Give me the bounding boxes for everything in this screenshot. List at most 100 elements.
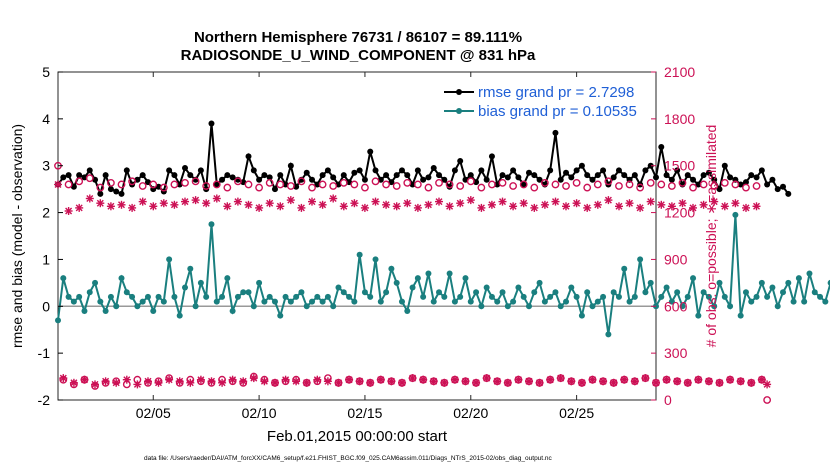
data-point [213, 181, 220, 188]
asterisk-stroke [229, 376, 237, 384]
data-point [436, 172, 443, 179]
data-point [563, 298, 570, 305]
assimilated-obs-marker [710, 197, 719, 206]
asterisk-stroke [398, 379, 406, 387]
assimilated-obs-marker [535, 378, 544, 387]
legend-marker [456, 89, 462, 95]
data-point [780, 183, 787, 190]
data-point [483, 176, 490, 183]
possible-obs-marker [191, 177, 200, 186]
possible-obs-marker [128, 177, 136, 186]
assimilated-obs-marker [329, 194, 338, 203]
data-point [219, 176, 226, 183]
data-point [727, 174, 734, 181]
assimilated-obs-marker [223, 202, 232, 211]
data-point [314, 181, 321, 188]
possible-obs-marker [138, 182, 147, 190]
data-point [65, 172, 72, 179]
y-tick-label: 4 [42, 111, 50, 127]
asterisk-stroke [70, 379, 78, 387]
data-point [129, 293, 136, 300]
data-point [504, 303, 511, 310]
data-point [515, 284, 522, 291]
assimilated-obs-marker [752, 202, 761, 211]
assimilated-obs-marker [382, 200, 391, 209]
assimilated-obs-marker [678, 199, 687, 208]
data-point [155, 293, 162, 300]
asterisk-stroke [552, 198, 559, 206]
assimilated-obs-marker [577, 378, 586, 387]
data-point [351, 298, 358, 305]
data-point [102, 307, 109, 314]
y2-tick-label: 1500 [664, 158, 695, 174]
asterisk-stroke [673, 377, 681, 385]
data-point [436, 289, 443, 296]
data-point [282, 293, 289, 300]
asterisk-stroke [313, 376, 321, 384]
data-point [811, 289, 818, 296]
data-point [600, 167, 607, 174]
assimilated-obs-marker [615, 202, 623, 211]
data-point [377, 298, 384, 305]
asterisk-stroke [620, 376, 628, 384]
asterisk-stroke [176, 377, 184, 385]
assimilated-obs-marker [450, 375, 459, 384]
possible-obs-marker [276, 180, 285, 189]
assimilated-obs-marker [562, 202, 570, 211]
data-point [668, 176, 675, 183]
assimilated-obs-marker [694, 375, 703, 384]
asterisk-stroke [329, 195, 337, 202]
data-point [621, 265, 628, 272]
possible-obs-marker [731, 180, 740, 189]
data-point [780, 289, 787, 296]
assimilated-obs-marker [625, 199, 634, 208]
data-point [769, 176, 776, 183]
assimilated-obs-marker [689, 203, 697, 212]
data-point [356, 167, 363, 174]
possible-obs-marker [170, 180, 179, 189]
data-point [605, 331, 612, 338]
possible-obs-marker [64, 180, 73, 189]
asterisk-stroke [509, 202, 517, 210]
data-point [748, 298, 755, 305]
asterisk-stroke [81, 376, 88, 384]
assimilated-obs-marker [318, 200, 327, 209]
data-point [176, 312, 183, 319]
asterisk-stroke [250, 374, 258, 382]
asterisk-stroke [282, 376, 290, 384]
data-point [107, 186, 114, 193]
data-point [589, 176, 596, 183]
data-point [531, 172, 538, 179]
data-point [404, 307, 411, 314]
data-point [457, 293, 464, 300]
data-point [414, 275, 421, 282]
data-point [531, 289, 538, 296]
asterisk-stroke [181, 198, 189, 206]
data-point [547, 293, 554, 300]
data-point [721, 162, 728, 169]
data-point [499, 289, 506, 296]
data-point [552, 129, 559, 136]
assimilated-obs-marker [403, 199, 412, 208]
asterisk-stroke [594, 201, 602, 209]
data-point [324, 293, 331, 300]
assimilated-obs-marker [461, 377, 470, 386]
data-point [134, 303, 141, 310]
data-point [425, 270, 432, 277]
data-point [578, 162, 585, 169]
asterisk-stroke [557, 374, 565, 382]
data-point [171, 172, 178, 179]
possible-obs-marker [107, 178, 115, 187]
asterisk-stroke [308, 198, 316, 206]
data-point [372, 256, 379, 263]
data-point [107, 293, 114, 300]
data-point [584, 172, 591, 179]
assimilated-obs-marker [308, 197, 316, 206]
asterisk-stroke [737, 377, 745, 385]
assimilated-obs-marker [588, 375, 597, 384]
data-point [764, 293, 771, 300]
assimilated-obs-marker [445, 202, 454, 211]
data-point [86, 289, 93, 296]
possible-obs-marker [329, 182, 338, 190]
asterisk-stroke [419, 376, 427, 384]
